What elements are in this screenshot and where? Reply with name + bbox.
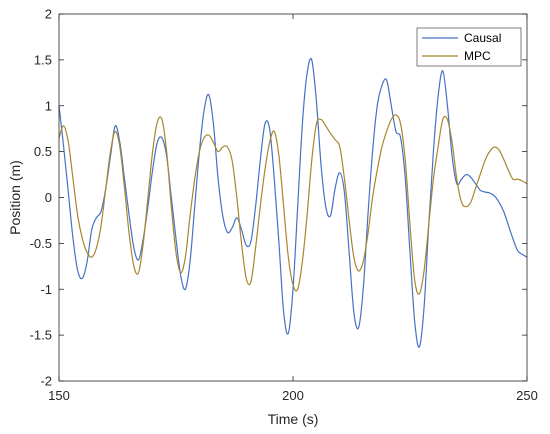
x-axis-label: Time (s)	[268, 411, 319, 427]
y-tick-label: -1.5	[30, 328, 52, 343]
y-tick-label: 1	[45, 98, 52, 113]
series-lines	[58, 57, 528, 348]
y-tick-label: 1.5	[34, 52, 52, 67]
legend: Causal MPC	[416, 27, 522, 67]
y-tick-label: -0.5	[30, 236, 52, 251]
series-line-mpc	[58, 114, 528, 295]
plot-area	[59, 14, 527, 381]
x-tick-label: 200	[282, 388, 304, 403]
legend-box	[416, 27, 522, 67]
legend-label-causal: Causal	[464, 31, 501, 45]
y-tick-label: 0.5	[34, 144, 52, 159]
ticks	[58, 13, 528, 382]
y-axis-label: Position (m)	[7, 160, 23, 235]
y-tick-label: 2	[45, 7, 52, 22]
y-tick-label: -2	[40, 374, 52, 389]
y-tick-label: -1	[40, 282, 52, 297]
series-line-causal	[58, 57, 528, 348]
x-tick-label: 250	[516, 388, 538, 403]
x-tick-label: 150	[48, 388, 70, 403]
legend-label-mpc: MPC	[464, 49, 491, 63]
tick-labels: 150 200 250 -2 -1.5 -1 -0.5 0 0.5 1 1.5 2	[30, 7, 538, 404]
y-tick-label: 0	[45, 190, 52, 205]
